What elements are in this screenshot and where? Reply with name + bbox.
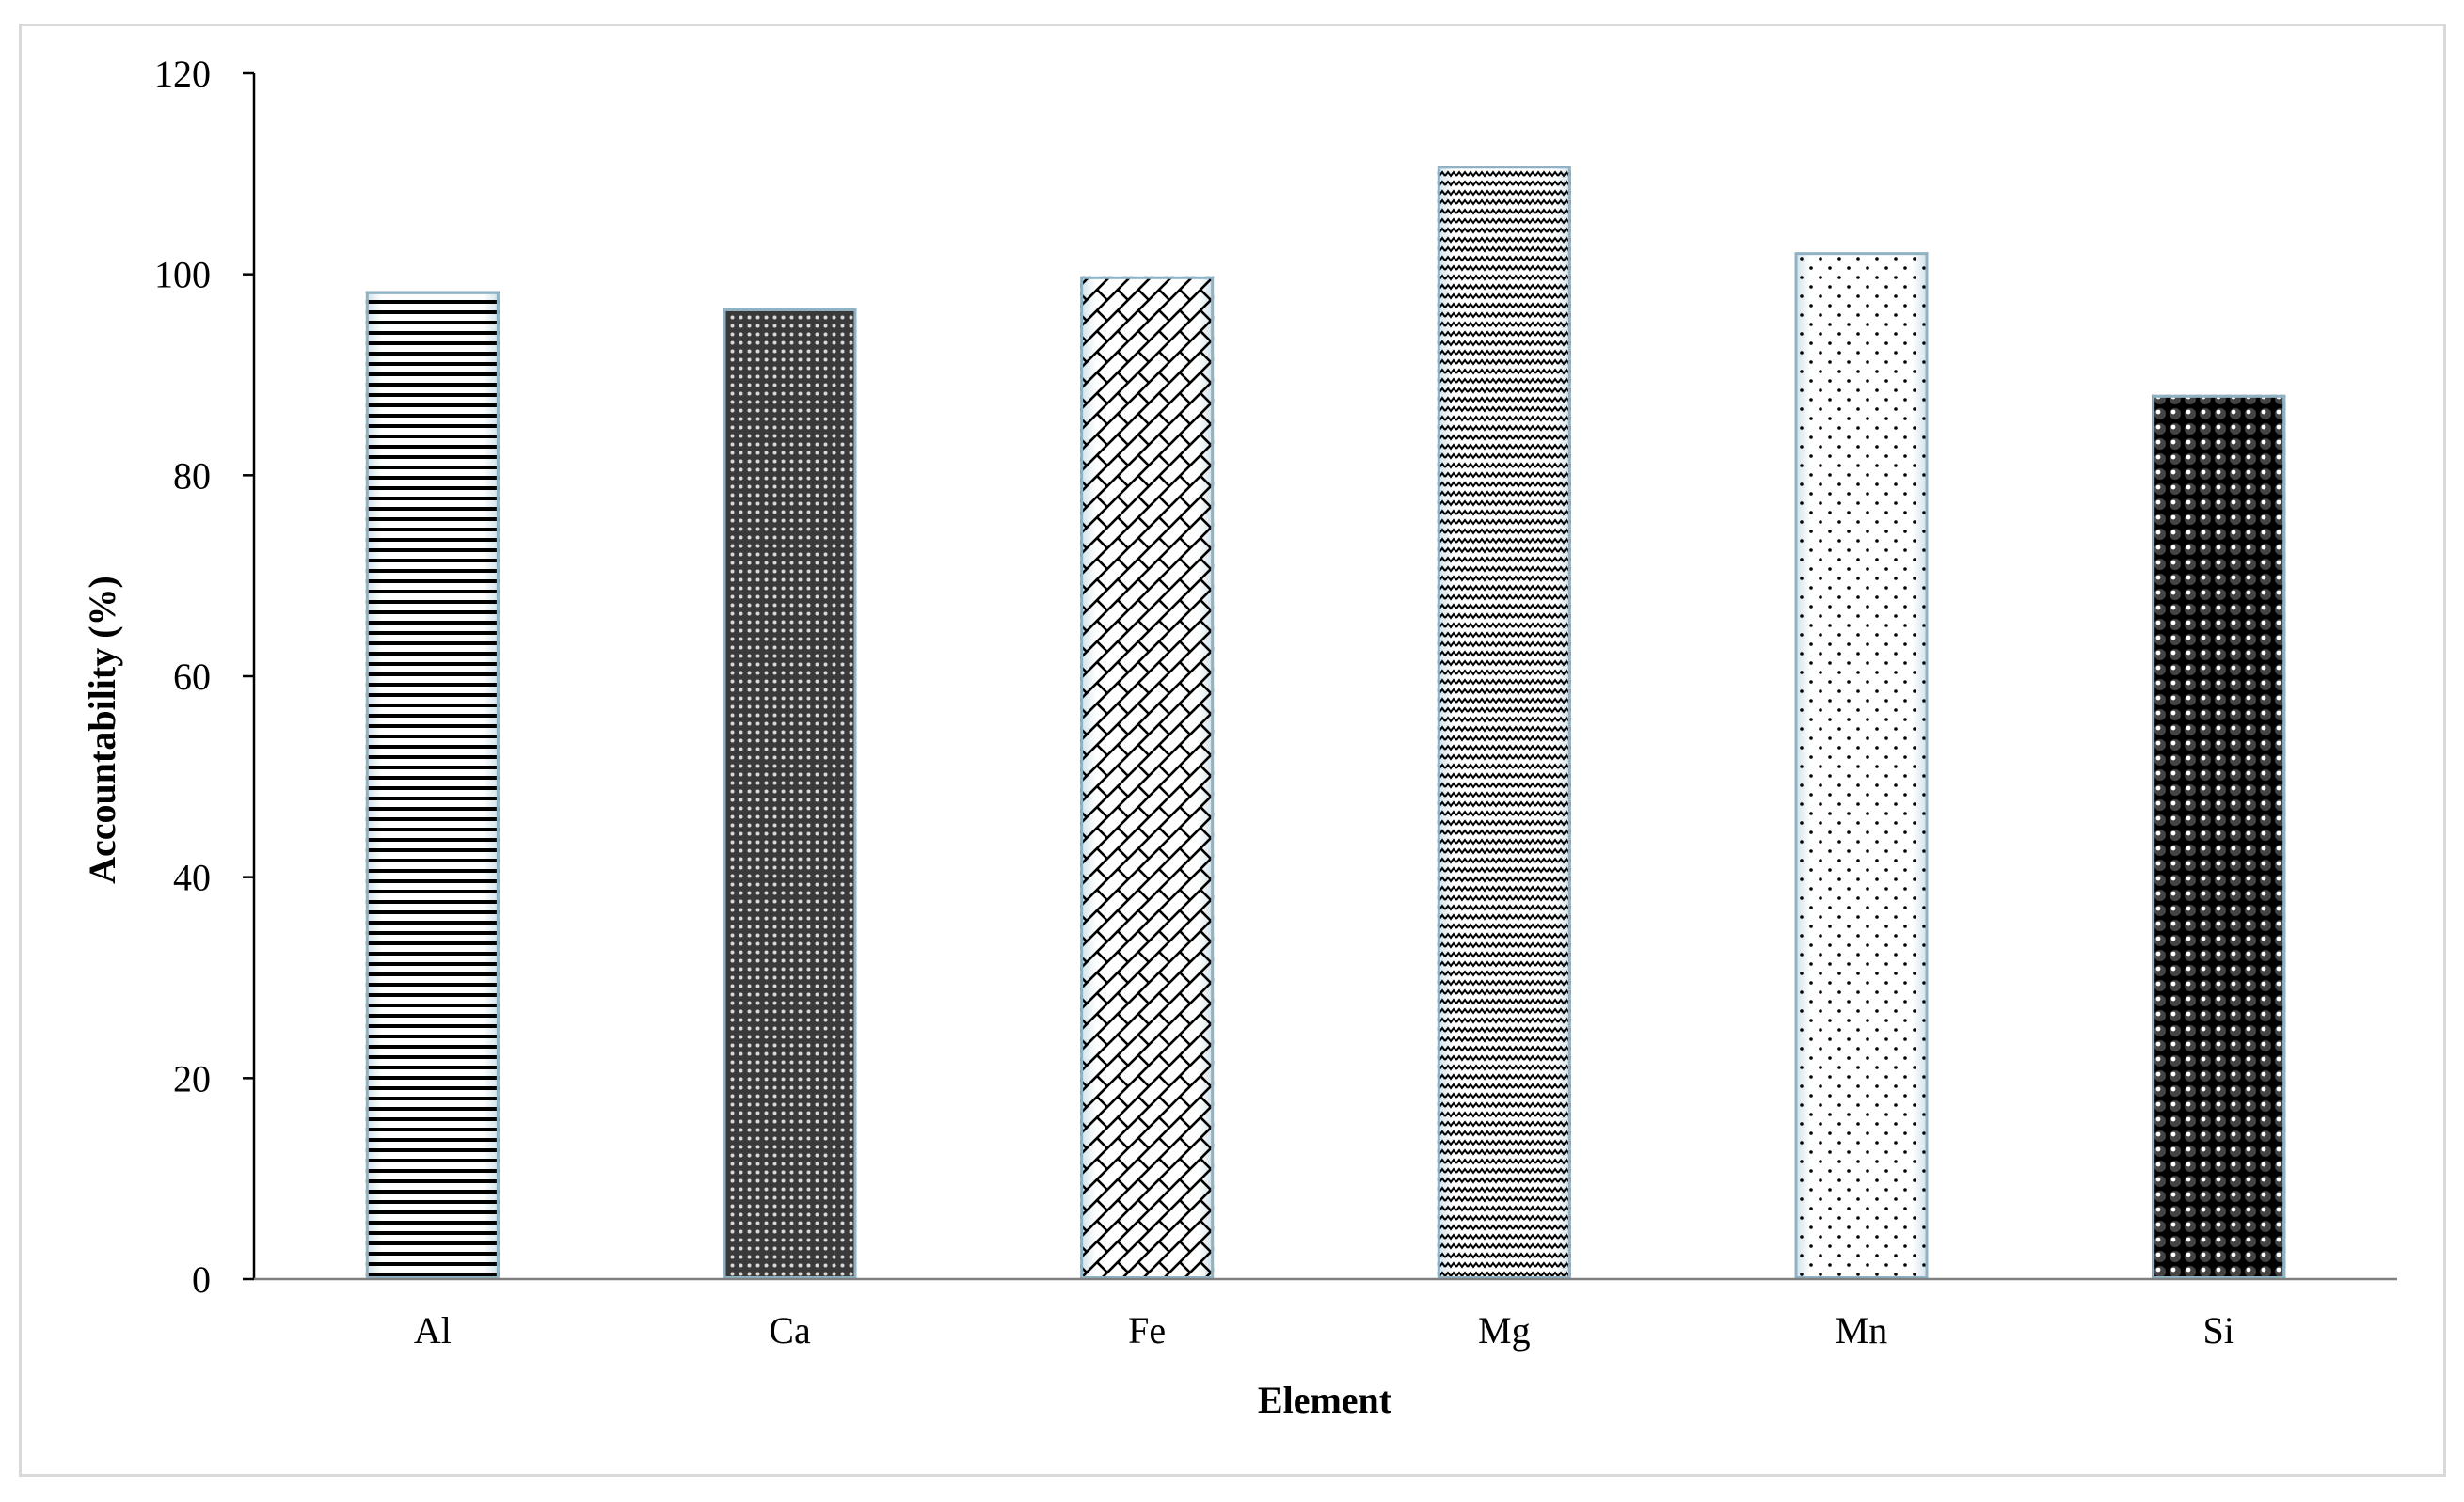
bar-mn (1794, 252, 1929, 1279)
bar-outline (723, 308, 857, 1279)
y-tick-label: 80 (173, 454, 211, 497)
y-tick-label: 120 (154, 53, 211, 95)
bar-pattern-diagonal-lattice (1080, 276, 1215, 1279)
y-axis-title: Accountability (%) (81, 576, 123, 884)
bar-pattern-horizontal-lines (365, 291, 500, 1279)
bar-al (365, 291, 500, 1279)
x-tick-label: Mn (1836, 1309, 1888, 1352)
bar-outline (365, 291, 500, 1279)
axes-layer (243, 71, 2397, 1281)
x-tick-label: Al (414, 1309, 452, 1352)
y-tick-label: 100 (154, 254, 211, 296)
labels-layer: Al Ca Fe Mg Mn Si 0 20 40 60 80 100 120 (154, 53, 2234, 1352)
y-tick-label: 20 (173, 1057, 211, 1099)
bar-pattern-dark-mesh (723, 308, 857, 1279)
y-tick-label: 60 (173, 656, 211, 698)
bar-pattern-dark-spheres (2152, 394, 2286, 1279)
bar-outline (1437, 166, 1571, 1280)
bar-outline (2152, 394, 2286, 1280)
x-tick-label: Mg (1478, 1309, 1531, 1352)
bar-ca (723, 308, 857, 1279)
y-tick-label: 0 (192, 1258, 211, 1301)
bar-pattern-zigzag (1437, 166, 1571, 1280)
bar-mg (1437, 166, 1571, 1280)
y-tick-label: 40 (173, 857, 211, 899)
bar-outline (1794, 252, 1929, 1279)
x-tick-label: Si (2202, 1309, 2233, 1352)
bar-pattern-sparse-dots (1794, 252, 1929, 1279)
bars-layer (365, 166, 2286, 1280)
x-axis-title: Element (1258, 1379, 1392, 1421)
bar-si (2152, 394, 2286, 1280)
bar-outline (1080, 276, 1215, 1279)
x-tick-label: Fe (1128, 1309, 1166, 1352)
bar-fe (1080, 276, 1215, 1279)
x-tick-label: Ca (769, 1309, 811, 1352)
